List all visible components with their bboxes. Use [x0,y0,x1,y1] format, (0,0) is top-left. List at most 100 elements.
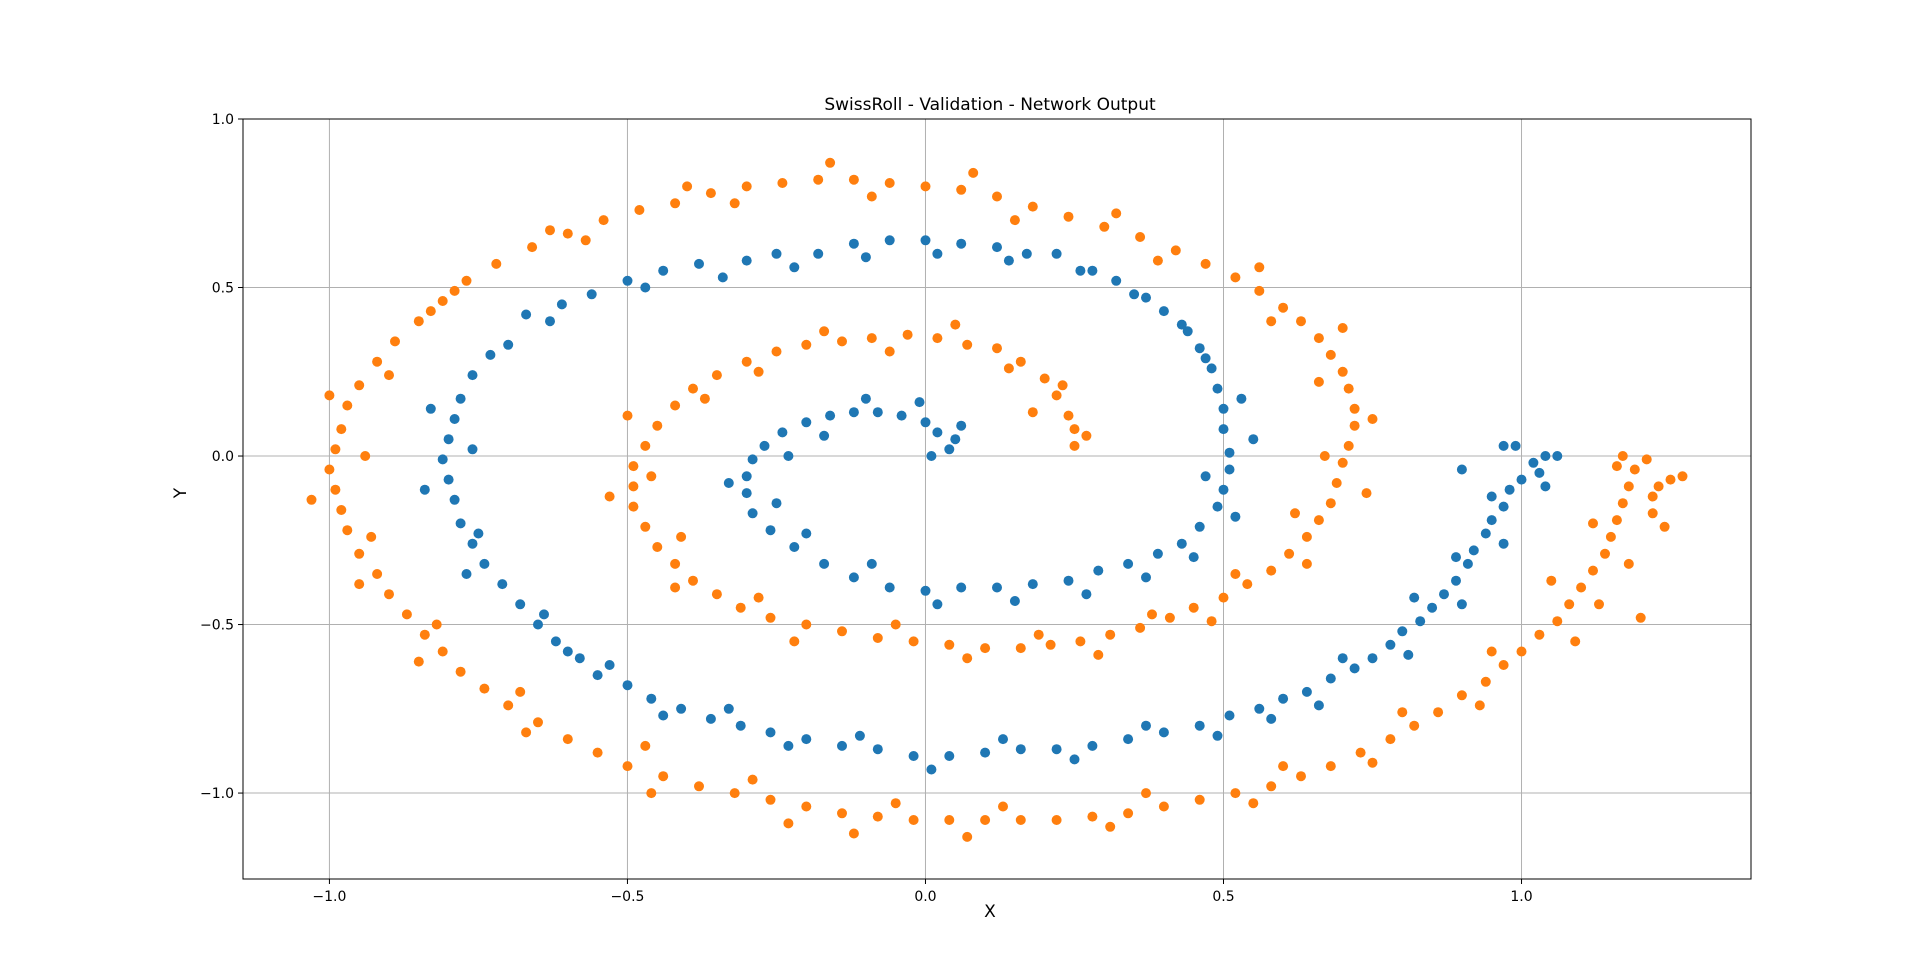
scatter-point [1015,643,1026,654]
x-tick-label: −1.0 [312,889,346,905]
scatter-point [1224,447,1235,458]
scatter-point [1659,521,1670,532]
scatter-point [479,558,490,569]
scatter-point [998,734,1008,745]
scatter-point [413,316,424,327]
scatter-point [521,727,532,738]
scatter-point [1451,552,1461,563]
scatter-point [670,400,681,411]
scatter-point [676,703,687,714]
scatter-point [1576,582,1587,593]
scatter-point [789,542,800,552]
scatter-point [1498,660,1509,670]
scatter-point [1516,646,1527,657]
scatter-point [801,417,812,428]
scatter-point [622,275,633,286]
scatter-point [1009,215,1020,226]
scatter-point [1027,201,1038,212]
scatter-point [1468,545,1479,556]
scatter-point [1206,363,1217,374]
scatter-point [1194,720,1205,731]
scatter-point [920,585,931,596]
scatter-point [658,771,669,782]
scatter-point [813,174,824,185]
scatter-point [789,636,800,647]
scatter-point [1296,316,1306,327]
scatter-point [670,582,681,593]
plot-area-frame [242,118,1752,880]
scatter-point [652,542,663,552]
scatter-point [1677,471,1688,482]
scatter-point [1158,727,1169,738]
scatter-point [1224,710,1235,721]
scatter-point [968,167,979,178]
scatter-point [1594,599,1604,610]
scatter-point [1170,245,1181,256]
scatter-point [866,558,877,569]
scatter-point [765,525,776,536]
scatter-point [848,407,859,418]
scatter-point [825,157,836,168]
y-axis-label: Y [171,487,191,499]
scatter-point [854,730,865,741]
scatter-point [646,693,657,704]
scatter-point [1152,548,1163,559]
scatter-point [1534,467,1545,478]
scatter-point [1629,464,1640,475]
scatter-point [1319,451,1330,461]
scatter-point [1218,484,1229,495]
scatter-point [992,191,1002,202]
scatter-point [324,390,335,401]
scatter-point [622,410,633,421]
scatter-point [1540,451,1551,461]
scatter-point [437,296,448,306]
scatter-point [819,326,830,337]
scatter-point [741,488,752,499]
scatter-point [1111,275,1122,286]
axis-ticks: −1.0 −0.5 0.0 0.5 1.0 −1.0 −0.5 0.0 0.5 1.0 [200,112,1533,905]
scatter-point [920,181,931,192]
scatter-point [1230,788,1241,799]
y-tick-label: 0.0 [212,449,234,465]
scatter-point [634,205,645,215]
scatter-point [1367,757,1378,768]
scatter-point [479,683,490,694]
scatter-point [759,440,770,451]
scatter-point [1015,356,1026,367]
scatter-point [324,464,335,475]
scatter-point [1313,700,1324,711]
scatter-point [1212,501,1223,512]
scatter-point [741,356,752,367]
scatter-point [1349,663,1360,674]
scatter-point [1647,508,1658,519]
scatter-point [1194,794,1205,805]
scatter-point [801,801,812,812]
scatter-point [932,248,943,259]
scatter-point [1653,481,1664,492]
scatter-point [1051,744,1062,755]
scatter-point [1123,734,1134,745]
scatter-point [562,228,573,239]
scatter-point [676,531,687,542]
scatter-point [765,794,776,805]
scatter-point [461,275,472,286]
scatter-point [521,309,532,320]
scatter-point [1051,248,1062,259]
scatter-point [533,619,543,630]
scatter-point [1206,616,1217,627]
scatter-point [1456,599,1467,610]
scatter-point [1087,740,1098,751]
scatter-point [908,751,919,761]
scatter-point [1343,383,1354,394]
scatter-point [1242,579,1253,590]
scatter-point [801,619,812,630]
scatter-point [1248,434,1259,445]
scatter-point [920,417,931,428]
scatter-point [1200,258,1211,269]
scatter-point [1325,761,1336,772]
scatter-point [598,215,609,226]
scatter-point [1230,272,1241,283]
scatter-point [1015,744,1026,755]
scatter-point [1296,771,1306,782]
scatter-point [628,501,639,512]
